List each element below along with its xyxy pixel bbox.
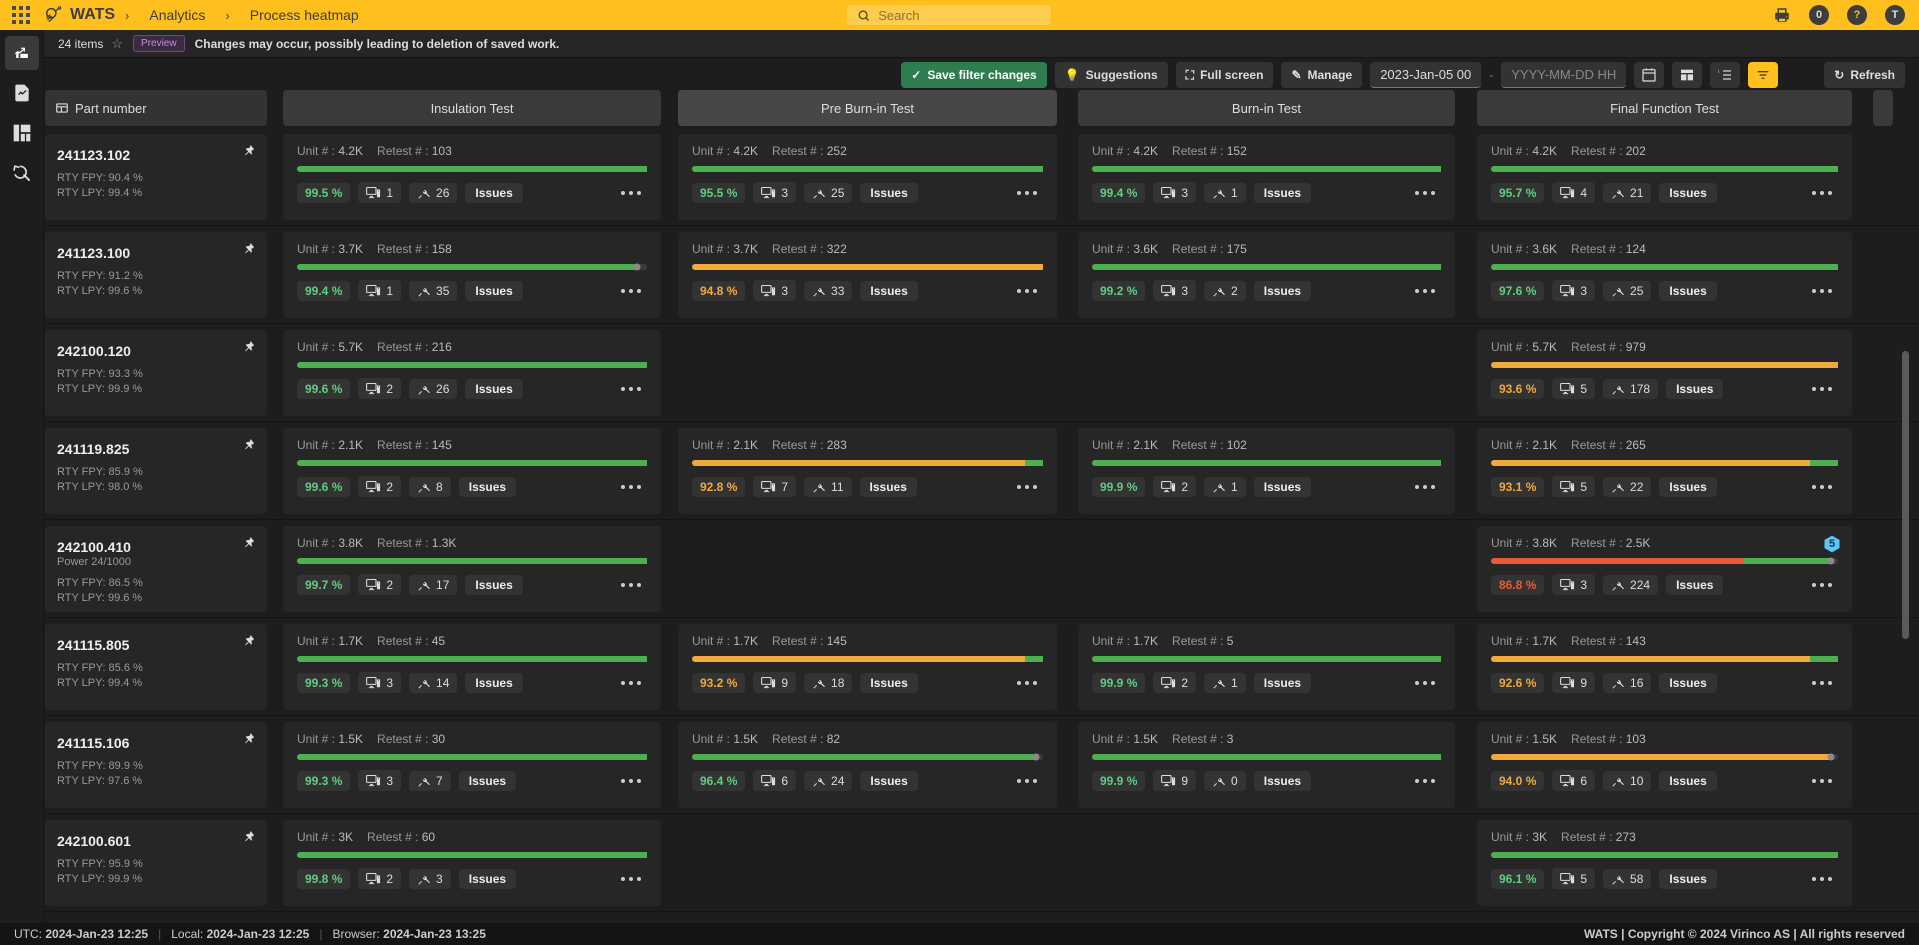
svg-text:1: 1: [1718, 68, 1721, 73]
